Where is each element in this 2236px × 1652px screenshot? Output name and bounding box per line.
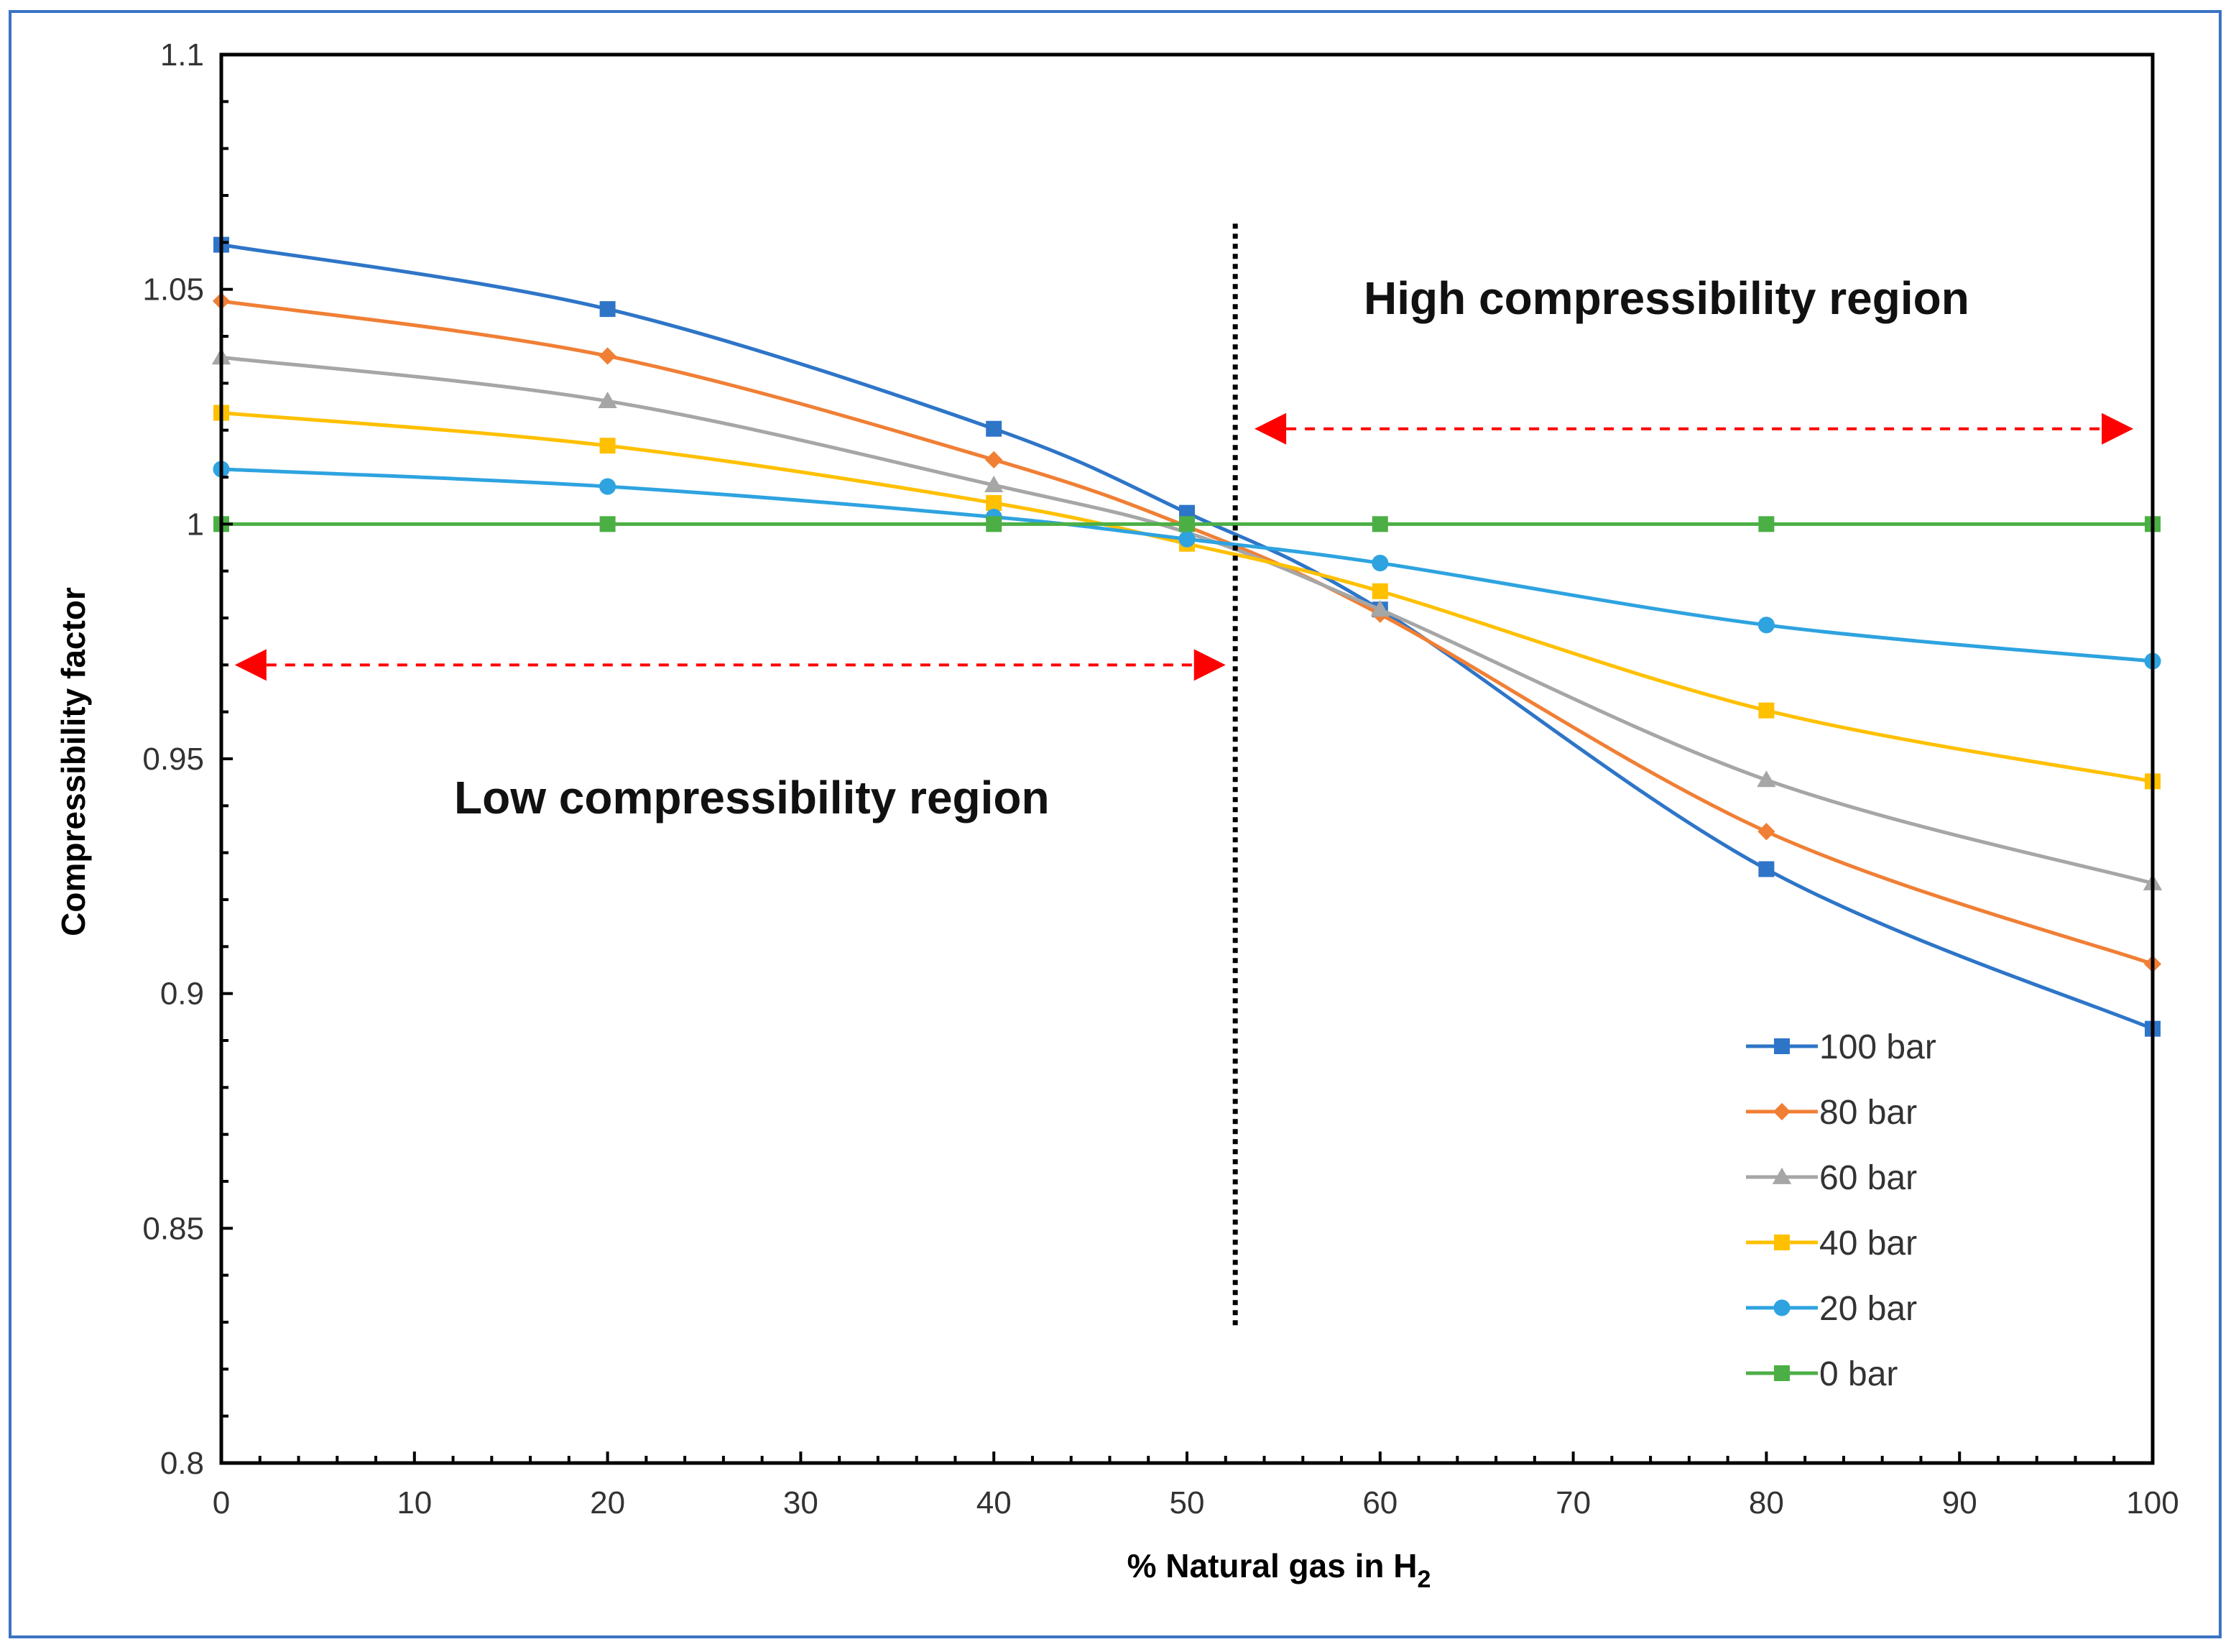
data-point-40-bar	[1758, 702, 1775, 719]
annotation-layer	[234, 223, 2134, 1327]
data-point-40-bar	[1372, 583, 1388, 599]
region-arrow-0	[1255, 412, 2134, 445]
data-point-20-bar	[599, 478, 616, 495]
legend: 100 bar 80 bar 60 bar 40 bar 20 bar 0 bar	[1746, 1028, 1936, 1393]
legend-item-80-bar: 80 bar	[1746, 1094, 1917, 1132]
x-tick-label: 90	[1942, 1485, 1977, 1521]
x-tick-label: 100	[2126, 1485, 2179, 1521]
x-axis-title: % Natural gas in H2	[1127, 1547, 1431, 1593]
series-100-bar	[213, 236, 2161, 1037]
arrow-head-right	[2102, 412, 2134, 445]
legend-marker	[1773, 1102, 1791, 1121]
data-point-40-bar	[599, 438, 616, 454]
plot-background	[221, 55, 2153, 1463]
data-point-0-bar	[1179, 516, 1195, 532]
y-tick-label: 0.8	[160, 1446, 204, 1481]
data-point-80-bar	[599, 347, 616, 365]
x-tick-label: 20	[590, 1485, 625, 1521]
arrow-head-left	[1255, 412, 1287, 445]
data-point-0-bar	[986, 516, 1002, 532]
x-tick-label: 70	[1556, 1485, 1591, 1521]
y-axis-title: Compressibility factor	[55, 587, 92, 936]
legend-marker	[1772, 1167, 1792, 1184]
x-tick-label: 50	[1170, 1485, 1205, 1521]
legend-item-0-bar: 0 bar	[1746, 1355, 1898, 1393]
low-compressibility-label: Low compressibility region	[454, 772, 1050, 823]
legend-item-100-bar: 100 bar	[1746, 1028, 1936, 1066]
x-tick-label: 30	[783, 1485, 818, 1521]
legend-item-40-bar: 40 bar	[1746, 1224, 1917, 1263]
legend-marker	[1774, 1038, 1790, 1054]
legend-label: 60 bar	[1819, 1159, 1917, 1197]
x-tick-label: 10	[397, 1485, 432, 1521]
legend-marker	[1774, 1235, 1790, 1250]
data-point-60-bar	[1757, 770, 1776, 788]
data-point-100-bar	[599, 301, 616, 318]
legend-label: 0 bar	[1819, 1355, 1898, 1393]
legend-label: 100 bar	[1819, 1028, 1936, 1066]
high-compressibility-label: High compressibility region	[1364, 272, 1969, 324]
x-tick-label: 40	[976, 1485, 1012, 1521]
data-point-100-bar	[986, 420, 1002, 437]
y-tick-label: 1.1	[160, 37, 204, 73]
arrow-head-left	[234, 649, 267, 681]
x-tick-label: 80	[1749, 1485, 1784, 1521]
y-tick-label: 1	[187, 507, 204, 542]
data-point-0-bar	[1372, 516, 1388, 532]
data-point-60-bar	[598, 391, 617, 409]
data-point-20-bar	[1178, 530, 1196, 548]
data-point-20-bar	[1757, 617, 1775, 634]
data-point-20-bar	[1372, 555, 1389, 572]
legend-marker	[1773, 1299, 1791, 1316]
legend-label: 40 bar	[1819, 1224, 1917, 1263]
legend-marker	[1774, 1365, 1790, 1381]
data-point-80-bar	[1757, 823, 1775, 841]
arrow-head-right	[1193, 649, 1226, 681]
data-point-60-bar	[1370, 600, 1390, 617]
data-point-40-bar	[986, 494, 1002, 511]
y-tick-label: 1.05	[142, 272, 204, 308]
x-tick-label: 0	[213, 1485, 230, 1521]
data-point-60-bar	[984, 475, 1004, 493]
x-tick-label: 60	[1362, 1485, 1398, 1521]
legend-item-60-bar: 60 bar	[1746, 1159, 1917, 1197]
y-tick-label: 0.9	[160, 977, 204, 1012]
plot-area	[221, 55, 2153, 1463]
data-point-0-bar	[599, 516, 616, 532]
y-tick-label: 0.95	[142, 742, 204, 777]
data-point-100-bar	[1758, 861, 1775, 877]
data-point-80-bar	[985, 451, 1003, 469]
y-tick-label: 0.85	[142, 1211, 204, 1246]
axes-layer: 0.8 0.85 0.9 0.95 1 1.05 1.1 0 10 20 30 40 50 60 70 80 9…	[142, 37, 2179, 1521]
legend-label: 20 bar	[1819, 1290, 1917, 1328]
legend-label: 80 bar	[1819, 1094, 1917, 1132]
region-arrow-1	[234, 649, 1226, 681]
legend-item-20-bar: 20 bar	[1746, 1290, 1917, 1328]
data-point-0-bar	[1758, 516, 1775, 532]
